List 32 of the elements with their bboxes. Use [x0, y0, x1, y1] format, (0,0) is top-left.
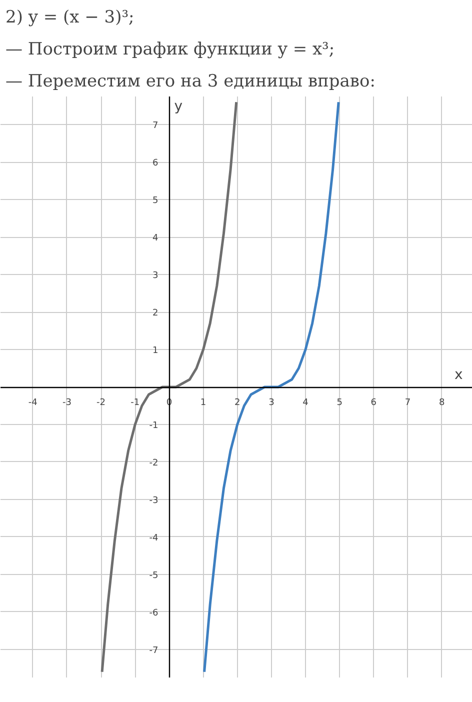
x-tick-label: 6	[370, 398, 377, 408]
x-tick-label: 7	[404, 398, 411, 408]
line-series	[203, 100, 340, 674]
y-tick-label: -4	[149, 533, 158, 544]
y-tick-label: -2	[149, 458, 158, 468]
y-tick-label: 7	[152, 121, 158, 132]
y-tick-label: -7	[149, 646, 158, 656]
x-tick-label: 8	[438, 398, 445, 408]
x-tick-label: 1	[200, 398, 206, 408]
y-axis-title: y	[174, 98, 182, 114]
x-tick-label: 5	[336, 398, 342, 408]
x-tick-label: -4	[28, 398, 38, 408]
text: — Переместим его на 3 единицы вправо:	[6, 72, 376, 92]
y-tick-label: 3	[152, 271, 158, 282]
x-tick-label: -2	[96, 398, 106, 408]
x-axis-title: x	[454, 367, 463, 383]
text: — Построим график функции y = x³;	[6, 40, 335, 60]
y-tick-label: 2	[152, 308, 158, 319]
y-tick-label: -1	[149, 420, 158, 431]
y-tick-label: -6	[149, 608, 158, 618]
y-tick-label: 6	[152, 158, 158, 169]
y-tick-label: -5	[149, 570, 158, 581]
x-tick-label: -3	[62, 398, 72, 408]
x-tick-label: -1	[130, 398, 140, 408]
y-tick-label: -3	[149, 496, 158, 506]
x-tick-label: 2	[234, 398, 240, 408]
y-tick-label: 1	[152, 346, 158, 356]
y-tick-label: 5	[152, 196, 158, 206]
x-tick-label: 4	[302, 398, 309, 408]
chart-title: 2) y = (x − 3)³;	[6, 8, 134, 28]
y-tick-label: 4	[152, 234, 158, 244]
x-tick-label: 3	[268, 398, 274, 408]
